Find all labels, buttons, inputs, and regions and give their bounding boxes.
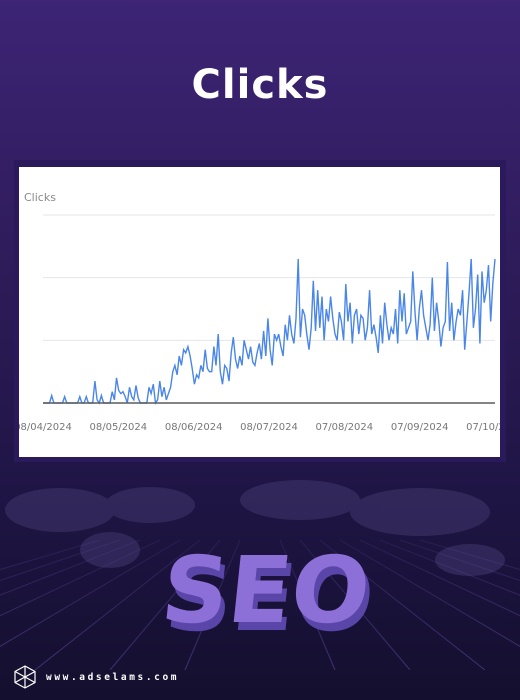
- x-tick-label: 08/06/2024: [165, 422, 223, 433]
- floor-grid-line: [339, 539, 520, 647]
- x-tick-label: 08/07/2024: [240, 422, 298, 433]
- floor-grid-line: [0, 539, 181, 647]
- x-tick-label: 07/09/2024: [391, 422, 449, 433]
- floor-grid-line: [399, 539, 520, 582]
- page-title: Clicks: [191, 62, 329, 108]
- x-tick-label: 08/05/2024: [90, 422, 148, 433]
- clicks-chart: Clicks 08/04/2024 08/05/2024 08/06/2024 08/…: [19, 167, 500, 457]
- floor-grid-line: [184, 539, 241, 670]
- svg-text:SEO: SEO: [161, 544, 380, 652]
- floor-grid-line: [0, 539, 101, 571]
- seo-letters: SEO SEO: [157, 536, 380, 652]
- seo-3d-illustration: SEO SEO: [0, 480, 520, 670]
- seo-text: SEO: [157, 536, 376, 644]
- perspective-floor-grid: [0, 539, 520, 670]
- floor-grid-line: [359, 539, 520, 617]
- floor-grid-line: [379, 539, 520, 596]
- x-tick-label: 07/08/2024: [316, 422, 374, 433]
- floor-grid-line: [319, 539, 486, 670]
- x-tick-label: 08/04/2024: [19, 422, 72, 433]
- floor-grid-line: [419, 539, 520, 571]
- x-tick-label: 07/10/2024: [466, 422, 500, 433]
- gridlines: [43, 214, 495, 341]
- floor-grid-line: [0, 539, 121, 582]
- x-axis-ticks: 08/04/2024 08/05/2024 08/06/2024 08/07/2024…: [19, 422, 500, 433]
- floor-grid-line: [299, 539, 411, 670]
- world-map-silhouette: [5, 480, 505, 576]
- geometric-cube-logo-icon: [14, 665, 36, 689]
- chart-svg: Clicks 08/04/2024 08/05/2024 08/06/2024 08/…: [19, 191, 500, 433]
- floor-grid-line: [0, 539, 141, 596]
- footer-website[interactable]: www.adselams.com: [46, 671, 180, 683]
- floor-grid-line: [109, 539, 221, 670]
- footer: www.adselams.com: [14, 664, 179, 690]
- floor-grid-line: [0, 539, 161, 617]
- floor-grid-line: [279, 539, 336, 670]
- series-line-clicks: [43, 258, 496, 405]
- y-axis-label: Clicks: [24, 191, 56, 204]
- floor-grid-line: [34, 539, 201, 670]
